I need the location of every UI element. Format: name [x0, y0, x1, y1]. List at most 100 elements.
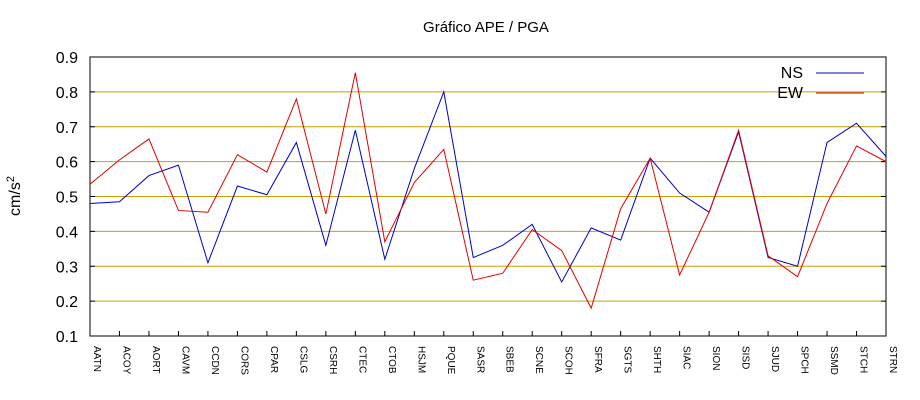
- x-tick-label: SIAC: [681, 346, 692, 369]
- x-tick-label: STCH: [858, 346, 869, 373]
- y-tick-label: 0.3: [56, 259, 78, 276]
- data-point-ns: [619, 239, 622, 242]
- data-point-ew: [796, 275, 799, 278]
- data-point-ew: [324, 212, 327, 215]
- x-tick-label: SPCH: [799, 346, 810, 374]
- data-point-ew: [295, 97, 298, 100]
- data-point-ew: [649, 157, 652, 160]
- legend-label-ns: NS: [781, 65, 803, 82]
- x-tick-label: CTEC: [356, 346, 367, 373]
- data-point-ew: [531, 228, 534, 231]
- data-point-ns: [354, 129, 357, 132]
- data-point-ew: [737, 129, 740, 132]
- data-point-ns: [206, 261, 209, 264]
- data-point-ns: [295, 141, 298, 144]
- y-tick-label: 0.7: [56, 120, 78, 137]
- data-point-ew: [206, 211, 209, 214]
- data-point-ew: [678, 273, 681, 276]
- y-tick-label: 0.8: [56, 85, 78, 102]
- data-point-ew: [147, 137, 150, 140]
- series-lines: [89, 71, 888, 310]
- legend: NS EW: [777, 65, 864, 102]
- y-axis-label-unit: cm/s: [7, 182, 24, 216]
- data-point-ew: [118, 158, 121, 161]
- data-point-ew: [501, 272, 504, 275]
- x-tick-label: AORT: [150, 346, 161, 374]
- data-point-ew: [472, 279, 475, 282]
- data-point-ew: [855, 144, 858, 147]
- data-point-ew: [413, 181, 416, 184]
- plot-area-frame: [89, 56, 887, 337]
- data-point-ew: [383, 240, 386, 243]
- data-point-ew: [89, 183, 92, 186]
- data-point-ns: [796, 265, 799, 268]
- x-tick-label: CTOB: [386, 346, 397, 374]
- grid-lines: [90, 91, 886, 302]
- data-point-ns: [560, 280, 563, 283]
- x-tick-label: CSLG: [297, 346, 308, 373]
- y-tick-label: 0.2: [56, 294, 78, 311]
- data-point-ns: [383, 258, 386, 261]
- x-tick-label: SCNE: [533, 346, 544, 374]
- data-point-ew: [442, 148, 445, 151]
- data-point-ew: [265, 171, 268, 174]
- x-tick-label: CORS: [238, 346, 249, 375]
- y-axis-label: cm/s2: [5, 176, 24, 216]
- x-tick-label: SISD: [740, 346, 751, 369]
- y-tick-label: 0.1: [56, 329, 78, 346]
- x-tick-label: SION: [710, 346, 721, 370]
- data-point-ew: [560, 249, 563, 252]
- data-point-ns: [472, 256, 475, 259]
- y-tick-label: 0.9: [56, 50, 78, 67]
- x-tick-label: SGTS: [622, 346, 633, 374]
- y-tick-label: 0.4: [56, 224, 78, 241]
- data-point-ew: [590, 307, 593, 310]
- y-axis-label-exponent: 2: [5, 176, 17, 182]
- series-line-ew: [89, 72, 887, 310]
- data-point-ns: [855, 122, 858, 125]
- x-tick-label: CCDN: [209, 346, 220, 375]
- svg-text:cm/s2: cm/s2: [5, 176, 24, 216]
- x-tick-label: AATN: [91, 346, 102, 372]
- x-tick-label: SCOH: [563, 346, 574, 375]
- x-tick-label: CAVM: [179, 346, 190, 374]
- data-point-ew: [236, 153, 239, 156]
- data-point-ns: [118, 200, 121, 203]
- data-point-ns: [501, 244, 504, 247]
- legend-label-ew: EW: [777, 85, 804, 102]
- data-point-ew: [708, 211, 711, 214]
- data-point-ns: [265, 193, 268, 196]
- data-point-ew: [177, 209, 180, 212]
- y-axis-ticks: 0.1 0.2 0.3 0.4 0.5 0.6 0.7 0.8 0.9: [56, 50, 886, 346]
- data-point-ns: [413, 167, 416, 170]
- data-point-ns: [89, 202, 92, 205]
- data-point-ns: [678, 192, 681, 195]
- x-tick-label: SSMD: [828, 346, 839, 375]
- y-tick-label: 0.5: [56, 190, 78, 207]
- data-point-ns: [885, 155, 888, 158]
- data-point-ns: [236, 185, 239, 188]
- x-tick-label: CSRH: [327, 346, 338, 374]
- x-tick-label: SFRA: [592, 346, 603, 373]
- data-point-ns: [531, 223, 534, 226]
- data-point-ew: [354, 71, 357, 74]
- data-point-ew: [767, 254, 770, 257]
- data-point-ns: [442, 90, 445, 93]
- chart-title: Gráfico APE / PGA: [423, 19, 549, 36]
- x-tick-label: ACOY: [120, 346, 131, 375]
- data-point-ns: [324, 244, 327, 247]
- x-tick-label: CPAR: [268, 346, 279, 373]
- y-tick-label: 0.6: [56, 155, 78, 172]
- x-axis-ticks: AATN ACOY AORT CAVM CCDN CORS CPAR CSLG CSRH CTEC…: [89, 331, 898, 375]
- x-tick-label: SHTH: [651, 346, 662, 373]
- x-tick-label: HSJM: [415, 346, 426, 373]
- data-point-ns: [177, 164, 180, 167]
- data-point-ns: [147, 174, 150, 177]
- x-tick-label: SJUD: [769, 346, 780, 372]
- x-tick-label: STRN: [887, 346, 898, 373]
- data-point-ew: [885, 160, 888, 163]
- data-point-ns: [590, 226, 593, 229]
- x-tick-label: PQUE: [445, 346, 456, 375]
- data-point-ew: [619, 207, 622, 210]
- series-line-ns: [89, 90, 887, 284]
